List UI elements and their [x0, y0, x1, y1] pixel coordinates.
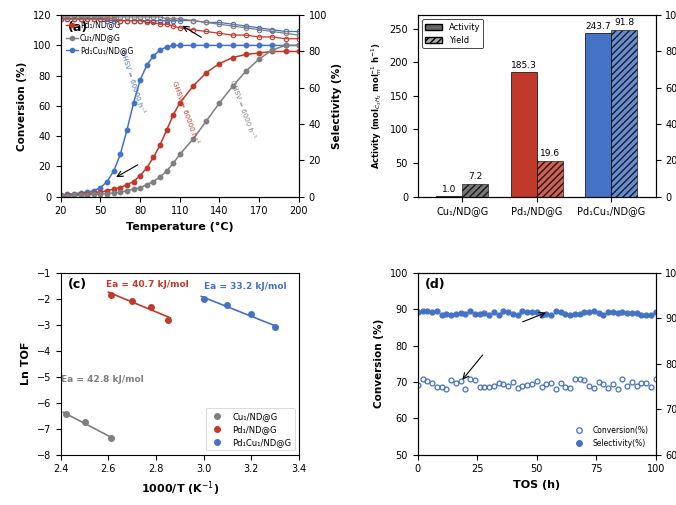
- Legend: Conversion(%), Selectivity(%): Conversion(%), Selectivity(%): [569, 423, 652, 450]
- Conversion(%): [414, 382, 422, 388]
- Text: GHSV = 6000 h⁻¹: GHSV = 6000 h⁻¹: [228, 79, 256, 139]
- X-axis label: 1000/T (K$^{-1}$): 1000/T (K$^{-1}$): [141, 480, 219, 498]
- X-axis label: Temperature (°C): Temperature (°C): [126, 222, 234, 232]
- Selectivity(%): [580, 309, 588, 315]
- Selectivity(%): [647, 312, 655, 318]
- Selectivity(%): [514, 312, 522, 318]
- Legend: Activity, Yield: Activity, Yield: [422, 19, 483, 48]
- Conversion(%): [580, 377, 588, 383]
- Y-axis label: Activity (mol$_{C_2H_2}$ mol$_m^{-1}$ h$^{-1}$): Activity (mol$_{C_2H_2}$ mol$_m^{-1}$ h$…: [369, 42, 384, 169]
- Bar: [585, 33, 611, 197]
- Selectivity(%): [485, 312, 493, 318]
- Text: Ea = 33.2 kJ/mol: Ea = 33.2 kJ/mol: [203, 282, 286, 291]
- Text: GHSV = 60000 h⁻¹: GHSV = 60000 h⁻¹: [170, 80, 199, 144]
- Y-axis label: Selectivity (%): Selectivity (%): [333, 63, 343, 149]
- Text: 243.7: 243.7: [585, 22, 611, 31]
- Text: (a): (a): [68, 21, 89, 34]
- Y-axis label: Ln TOF: Ln TOF: [21, 342, 31, 385]
- Conversion(%): [652, 376, 660, 382]
- Conversion(%): [500, 381, 508, 387]
- Bar: [611, 30, 637, 197]
- Conversion(%): [495, 380, 503, 386]
- Bar: [537, 161, 562, 197]
- Selectivity(%): [652, 309, 660, 315]
- Legend: Pd₁/ND@G, Cu₁/ND@G, Pd₁Cu₁/ND@G: Pd₁/ND@G, Cu₁/ND@G, Pd₁Cu₁/ND@G: [65, 19, 135, 57]
- Text: 185.3: 185.3: [511, 61, 537, 70]
- Text: (d): (d): [425, 278, 445, 291]
- Text: GHSV = 60000 h⁻¹: GHSV = 60000 h⁻¹: [119, 49, 145, 114]
- Conversion(%): [461, 386, 469, 392]
- Text: 91.8: 91.8: [614, 18, 634, 27]
- Selectivity(%): [595, 310, 603, 316]
- Text: 19.6: 19.6: [539, 149, 560, 159]
- Legend: Cu₁/ND@G, Pd₁/ND@G, Pd₁Cu₁/ND@G: Cu₁/ND@G, Pd₁/ND@G, Pd₁Cu₁/ND@G: [206, 409, 295, 450]
- Selectivity(%): [500, 308, 508, 314]
- Bar: [437, 196, 462, 197]
- Text: (b): (b): [425, 21, 445, 34]
- Selectivity(%): [414, 309, 422, 315]
- Line: Conversion(%): Conversion(%): [415, 376, 658, 391]
- Conversion(%): [595, 379, 603, 385]
- Text: 7.2: 7.2: [468, 172, 483, 181]
- Text: Ea = 40.7 kJ/mol: Ea = 40.7 kJ/mol: [106, 280, 189, 289]
- Conversion(%): [476, 384, 484, 390]
- Selectivity(%): [490, 309, 498, 315]
- Bar: [511, 72, 537, 197]
- Y-axis label: Conversion (%): Conversion (%): [374, 319, 384, 409]
- Conversion(%): [466, 376, 474, 382]
- X-axis label: TOS (h): TOS (h): [513, 480, 560, 490]
- Conversion(%): [647, 384, 655, 390]
- Text: Ea = 42.8 kJ/mol: Ea = 42.8 kJ/mol: [61, 375, 143, 384]
- Selectivity(%): [466, 309, 474, 315]
- Line: Selectivity(%): Selectivity(%): [415, 308, 658, 318]
- Bar: [462, 184, 488, 197]
- Text: 1.0: 1.0: [442, 185, 456, 194]
- Y-axis label: Conversion (%): Conversion (%): [17, 61, 27, 150]
- Text: (c): (c): [68, 278, 87, 291]
